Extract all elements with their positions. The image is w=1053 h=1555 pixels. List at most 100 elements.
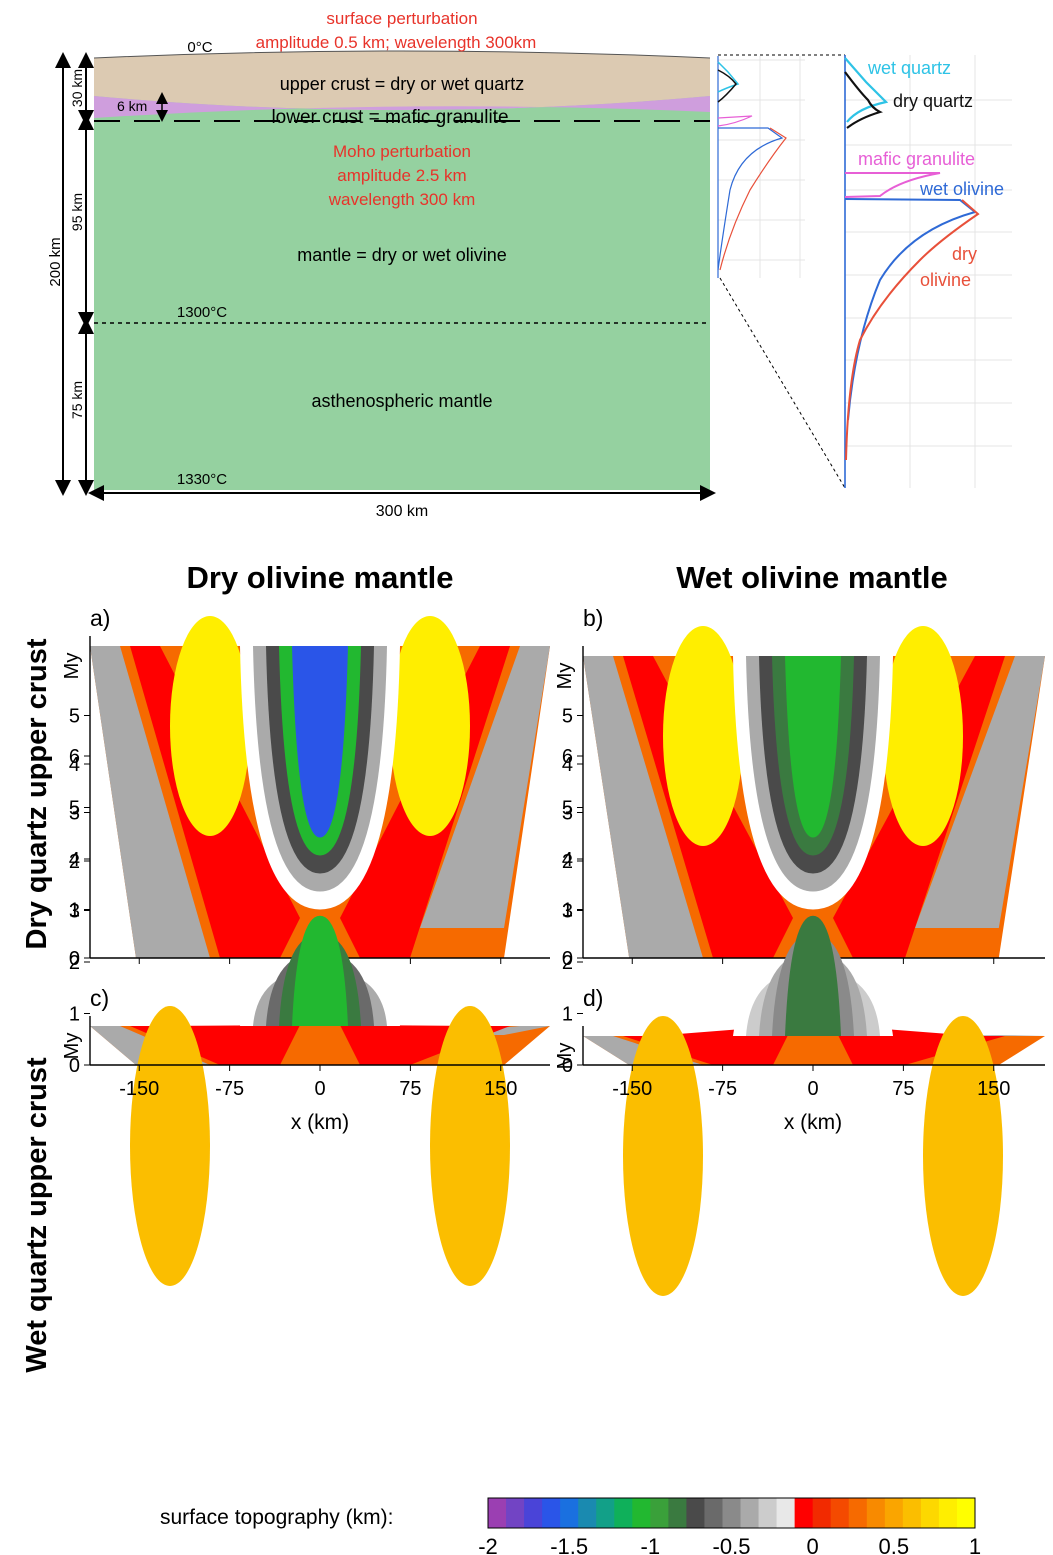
colorbar-swatch <box>506 1498 525 1528</box>
basin-contour-4 <box>785 656 841 838</box>
row-header-dry-quartz: Dry quartz upper crust <box>21 638 53 949</box>
panel-a: 0 1 2 3 4 5 My a) <box>61 605 550 970</box>
x-tick-label: 0 <box>807 1078 818 1100</box>
x-axis-label: x (km) <box>784 1111 842 1134</box>
y-tick-label: 5 <box>69 798 80 820</box>
colorbar-swatch <box>740 1498 760 1528</box>
colorbar-swatch <box>938 1498 958 1528</box>
row-header-wet-quartz: Wet quartz upper crust <box>21 1057 53 1373</box>
large-strength-profile-grid <box>845 55 1012 488</box>
y-tick-label: 4 <box>69 754 80 776</box>
y-tick-label: 0 <box>69 1055 80 1077</box>
left-flank <box>90 646 210 958</box>
width-label: 300 km <box>376 503 428 520</box>
colorbar-label: surface topography (km): <box>160 1506 393 1529</box>
colorbar-tick-label: 0.5 <box>879 1534 910 1555</box>
column-header-dry-olivine: Dry olivine mantle <box>186 560 453 595</box>
moho-label-2: amplitude 2.5 km <box>337 166 466 185</box>
surface-perturbation-title: surface perturbation <box>326 9 477 28</box>
colorbar-swatch <box>866 1498 886 1528</box>
y-unit-label: My <box>554 1043 576 1070</box>
surface-line <box>93 50 711 59</box>
panel-letter: a) <box>90 605 110 631</box>
mantle-layer <box>94 58 710 490</box>
x-tick-label: 150 <box>484 1078 517 1100</box>
moho-label-3: wavelength 300 km <box>328 190 475 209</box>
x-tick-label: 75 <box>399 1078 421 1100</box>
x-tick-label: -75 <box>708 1078 737 1100</box>
x-tick-label: -75 <box>215 1078 244 1100</box>
y-tick-label: 0 <box>562 1055 573 1077</box>
colorbar-swatch <box>920 1498 940 1528</box>
y-tick-label: 3 <box>562 803 573 825</box>
colorbar-swatch <box>830 1498 850 1528</box>
y-tick-label: 2 <box>562 851 573 873</box>
colorbar-swatch <box>812 1498 832 1528</box>
depth-6-label: 6 km <box>117 98 147 114</box>
y-tick-label: 3 <box>562 901 573 923</box>
dry-olivine-label-1: dry <box>952 244 977 264</box>
colorbar-swatch <box>704 1498 723 1528</box>
y-tick-label: 5 <box>562 798 573 820</box>
y-tick-label: 3 <box>69 803 80 825</box>
y-tick-label: 1 <box>562 1004 573 1026</box>
bottom-temperature: 1330°C <box>177 471 227 488</box>
strength-profiles: wet quartz dry quartz mafic granulite we… <box>717 54 1012 489</box>
colorbar-swatch <box>686 1498 705 1528</box>
column-header-wet-olivine: Wet olivine mantle <box>676 560 948 595</box>
colorbar-swatch <box>668 1498 687 1528</box>
small-strength-profile <box>718 56 805 278</box>
panels: 0 1 2 3 4 5 My a) 0 1 2 3 4 5 My b) 0 1 2 3 4 5 6 My -150 -75 0 75 1… <box>61 605 1045 1296</box>
colorbar-tick-label: -2 <box>478 1534 498 1555</box>
y-tick-label: 0 <box>562 948 573 970</box>
dry-olivine-label-2: olivine <box>920 270 971 290</box>
colorbar-swatch <box>614 1498 633 1528</box>
model-setup: surface perturbation amplitude 0.5 km; w… <box>47 9 716 520</box>
colorbar-swatch <box>884 1498 904 1528</box>
asthenosphere-label: asthenospheric mantle <box>311 391 492 411</box>
basin-contour-4 <box>785 915 841 1036</box>
colorbar-swatch <box>722 1498 742 1528</box>
colorbar-tick-label: -1.5 <box>550 1534 588 1555</box>
colorbar-swatch <box>776 1498 796 1528</box>
dry-olivine-curve <box>845 199 980 461</box>
colorbar-swatch <box>578 1498 597 1528</box>
y-tick-label: 2 <box>69 952 80 974</box>
surface-perturbation-params: amplitude 0.5 km; wavelength 300km <box>256 33 537 52</box>
right-flank <box>420 646 550 928</box>
dry-quartz-curve <box>844 71 883 129</box>
y-tick-label: 1 <box>562 900 573 922</box>
mafic-granulite-label: mafic granulite <box>858 149 975 169</box>
colorbar-swatch <box>560 1498 579 1528</box>
colorbar-swatch <box>650 1498 669 1528</box>
upper-crust-layer <box>94 51 710 110</box>
panel-letter: c) <box>90 985 109 1011</box>
basin-contour-4 <box>292 915 348 1026</box>
wet-olivine-label: wet olivine <box>919 179 1004 199</box>
panel-letter: d) <box>583 985 603 1011</box>
upper-crust-label: upper crust = dry or wet quartz <box>280 74 525 94</box>
left-flank <box>583 656 703 958</box>
y-tick-label: 2 <box>562 952 573 974</box>
y-unit-label: My <box>61 653 83 680</box>
y-tick-label: 3 <box>69 901 80 923</box>
y-tick-label: 2 <box>69 851 80 873</box>
dry-quartz-label: dry quartz <box>893 91 973 111</box>
colorbar-tick-label: -1 <box>641 1534 661 1555</box>
lower-crust-label: lower crust = mafic granulite <box>271 107 508 128</box>
y-unit-label: My <box>554 663 576 690</box>
y-unit-label: My <box>61 1033 83 1060</box>
colorbar-frame <box>487 1497 976 1529</box>
colorbar-swatch <box>488 1498 507 1528</box>
y-tick-label: 5 <box>562 706 573 728</box>
y-tick-label: 4 <box>562 849 573 871</box>
zoom-line-bottom <box>719 277 846 489</box>
right-flank <box>915 656 1045 928</box>
mantle-label: mantle = dry or wet olivine <box>297 245 507 265</box>
colorbar-swatch <box>524 1498 543 1528</box>
left-yellow-lobe <box>663 626 743 846</box>
colorbar-swatch <box>632 1498 651 1528</box>
wet-quartz-curve <box>844 57 889 123</box>
mafic-granulite-curve <box>844 172 941 198</box>
